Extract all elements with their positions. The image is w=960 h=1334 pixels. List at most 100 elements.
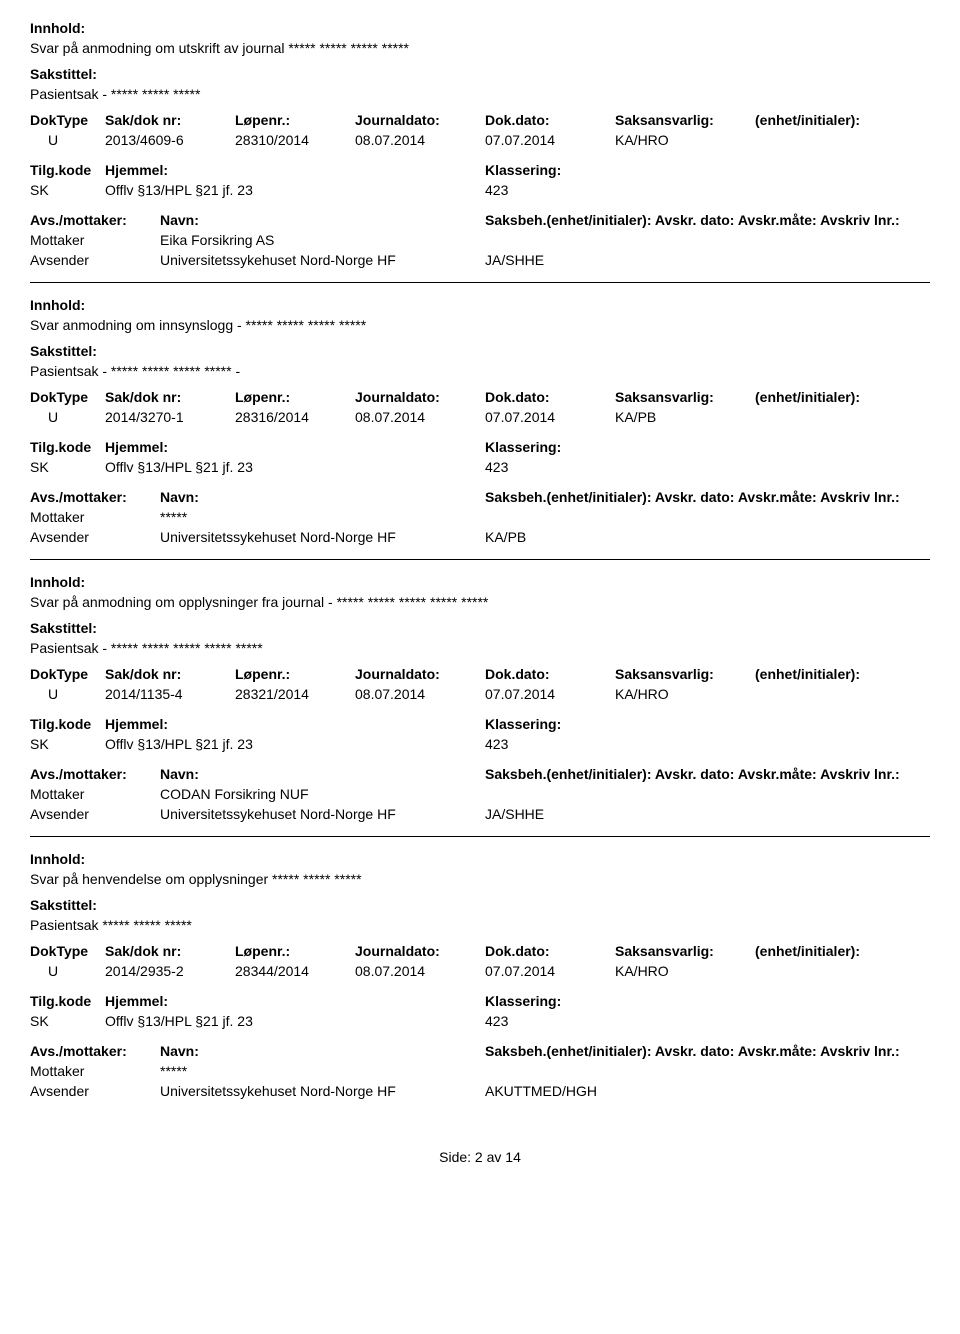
party-role: Avsender: [30, 1083, 160, 1099]
record-separator: [30, 559, 930, 560]
lopenr-value: 28316/2014: [235, 409, 355, 425]
sakdok-value: 2014/1135-4: [105, 686, 235, 702]
navn-header: Navn:: [160, 1043, 485, 1059]
innhold-value: Svar på anmodning om opplysninger fra jo…: [30, 594, 930, 610]
klassering-header: Klassering:: [485, 162, 930, 178]
hjemmel-value: Offlv §13/HPL §21 jf. 23: [105, 182, 485, 198]
enhet-value: [755, 409, 930, 425]
dokdato-header: Dok.dato:: [485, 389, 615, 405]
klassering-value: 423: [485, 736, 930, 752]
tilgkode-value: SK: [30, 182, 105, 198]
classification-value-row: SKOfflv §13/HPL §21 jf. 23423: [30, 459, 930, 475]
party-unit: [485, 786, 930, 802]
sakdok-value: 2014/2935-2: [105, 963, 235, 979]
dokdato-value: 07.07.2014: [485, 686, 615, 702]
journaldato-header: Journaldato:: [355, 112, 485, 128]
lopenr-value: 28344/2014: [235, 963, 355, 979]
classification-value-row: SKOfflv §13/HPL §21 jf. 23423: [30, 736, 930, 752]
record-separator: [30, 282, 930, 283]
avsmottaker-header: Avs./mottaker:: [30, 489, 160, 505]
dokdato-header: Dok.dato:: [485, 943, 615, 959]
party-row: MottakerCODAN Forsikring NUF: [30, 786, 930, 802]
lopenr-value: 28321/2014: [235, 686, 355, 702]
party-unit: JA/SHHE: [485, 252, 930, 268]
saksbeh-header: Saksbeh.(enhet/initialer): Avskr. dato: …: [485, 1043, 930, 1059]
lopenr-header: Løpenr.:: [235, 943, 355, 959]
sakdok-header: Sak/dok nr:: [105, 666, 235, 682]
hjemmel-value: Offlv §13/HPL §21 jf. 23: [105, 736, 485, 752]
parties-header-row: Avs./mottaker:Navn:Saksbeh.(enhet/initia…: [30, 1043, 930, 1059]
parties-header-row: Avs./mottaker:Navn:Saksbeh.(enhet/initia…: [30, 212, 930, 228]
innhold-label: Innhold:: [30, 297, 930, 313]
saksansvarlig-value: KA/HRO: [615, 132, 755, 148]
enhet-header: (enhet/initialer):: [755, 943, 930, 959]
innhold-value: Svar på henvendelse om opplysninger ****…: [30, 871, 930, 887]
avsmottaker-header: Avs./mottaker:: [30, 766, 160, 782]
doktype-header: DokType: [30, 112, 105, 128]
enhet-value: [755, 686, 930, 702]
doktype-header: DokType: [30, 389, 105, 405]
lopenr-header: Løpenr.:: [235, 389, 355, 405]
sakstittel-label: Sakstittel:: [30, 897, 930, 913]
hjemmel-header: Hjemmel:: [105, 162, 485, 178]
record-header-row: DokTypeSak/dok nr:Løpenr.:Journaldato:Do…: [30, 389, 930, 405]
classification-value-row: SKOfflv §13/HPL §21 jf. 23423: [30, 1013, 930, 1029]
hjemmel-value: Offlv §13/HPL §21 jf. 23: [105, 459, 485, 475]
journaldato-value: 08.07.2014: [355, 963, 485, 979]
classification-header-row: Tilg.kodeHjemmel:Klassering:: [30, 162, 930, 178]
party-name: Eika Forsikring AS: [160, 232, 485, 248]
party-unit: AKUTTMED/HGH: [485, 1083, 930, 1099]
party-unit: [485, 232, 930, 248]
dokdato-value: 07.07.2014: [485, 132, 615, 148]
party-row: AvsenderUniversitetssykehuset Nord-Norge…: [30, 806, 930, 822]
journaldato-value: 08.07.2014: [355, 686, 485, 702]
sakdok-header: Sak/dok nr:: [105, 112, 235, 128]
sakdok-value: 2013/4609-6: [105, 132, 235, 148]
lopenr-header: Løpenr.:: [235, 112, 355, 128]
avsmottaker-header: Avs./mottaker:: [30, 1043, 160, 1059]
classification-header-row: Tilg.kodeHjemmel:Klassering:: [30, 439, 930, 455]
tilgkode-value: SK: [30, 1013, 105, 1029]
party-name: Universitetssykehuset Nord-Norge HF: [160, 1083, 485, 1099]
innhold-label: Innhold:: [30, 20, 930, 36]
journaldato-value: 08.07.2014: [355, 409, 485, 425]
record-header-row: DokTypeSak/dok nr:Løpenr.:Journaldato:Do…: [30, 112, 930, 128]
party-role: Mottaker: [30, 786, 160, 802]
dokdato-value: 07.07.2014: [485, 409, 615, 425]
party-name: *****: [160, 509, 485, 525]
party-name: CODAN Forsikring NUF: [160, 786, 485, 802]
sakstittel-label: Sakstittel:: [30, 66, 930, 82]
sakstittel-label: Sakstittel:: [30, 620, 930, 636]
journaldato-value: 08.07.2014: [355, 132, 485, 148]
navn-header: Navn:: [160, 766, 485, 782]
dokdato-value: 07.07.2014: [485, 963, 615, 979]
innhold-value: Svar på anmodning om utskrift av journal…: [30, 40, 930, 56]
saksbeh-header: Saksbeh.(enhet/initialer): Avskr. dato: …: [485, 212, 930, 228]
journal-record: Innhold:Svar på henvendelse om opplysnin…: [30, 851, 930, 1099]
record-separator: [30, 836, 930, 837]
sakstittel-value: Pasientsak - ***** ***** *****: [30, 86, 930, 102]
party-row: AvsenderUniversitetssykehuset Nord-Norge…: [30, 529, 930, 545]
sakstittel-value: Pasientsak ***** ***** *****: [30, 917, 930, 933]
enhet-header: (enhet/initialer):: [755, 112, 930, 128]
party-row: MottakerEika Forsikring AS: [30, 232, 930, 248]
tilgkode-value: SK: [30, 459, 105, 475]
party-name: Universitetssykehuset Nord-Norge HF: [160, 806, 485, 822]
enhet-header: (enhet/initialer):: [755, 389, 930, 405]
klassering-header: Klassering:: [485, 439, 930, 455]
journal-record: Innhold:Svar på anmodning om opplysninge…: [30, 574, 930, 822]
journaldato-header: Journaldato:: [355, 666, 485, 682]
party-unit: KA/PB: [485, 529, 930, 545]
dokdato-header: Dok.dato:: [485, 666, 615, 682]
party-row: AvsenderUniversitetssykehuset Nord-Norge…: [30, 1083, 930, 1099]
party-role: Mottaker: [30, 232, 160, 248]
tilgkode-value: SK: [30, 736, 105, 752]
sakstittel-value: Pasientsak - ***** ***** ***** ***** ***…: [30, 640, 930, 656]
parties-header-row: Avs./mottaker:Navn:Saksbeh.(enhet/initia…: [30, 489, 930, 505]
classification-header-row: Tilg.kodeHjemmel:Klassering:: [30, 716, 930, 732]
saksansvarlig-header: Saksansvarlig:: [615, 666, 755, 682]
party-role: Mottaker: [30, 509, 160, 525]
lopenr-header: Løpenr.:: [235, 666, 355, 682]
doktype-value: U: [30, 409, 105, 425]
tilgkode-header: Tilg.kode: [30, 439, 105, 455]
